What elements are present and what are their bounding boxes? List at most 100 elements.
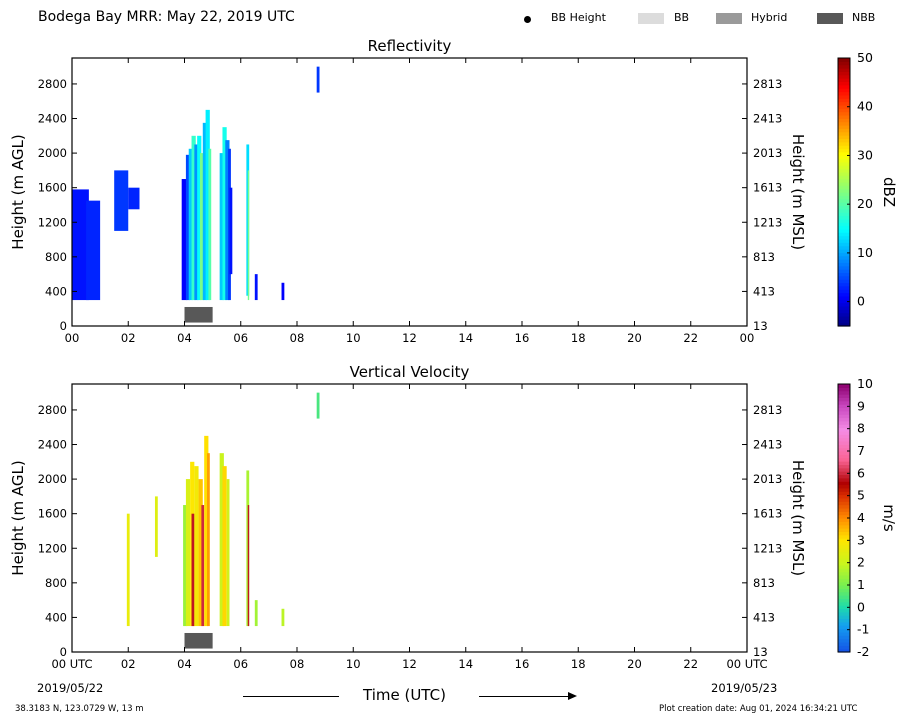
colorbar-segment-1-34 <box>838 534 850 539</box>
colorbar-segment-0-2 <box>838 315 850 320</box>
y-axis-title-right-0: Height (m MSL) <box>789 134 807 250</box>
colorbar-segment-1-23 <box>838 571 850 576</box>
colorbar-segment-0-32 <box>838 215 850 220</box>
y-tick-label-0-0: 0 <box>60 319 67 333</box>
colorbar-segment-0-4 <box>838 309 850 314</box>
x-tick-label-1-10: 20 <box>627 657 642 671</box>
colorbar-segment-0-0 <box>838 322 850 327</box>
colorbar-tick-label-1-9: 7 <box>857 443 865 458</box>
colorbar-segment-0-49 <box>838 158 850 163</box>
colorbar-segment-0-34 <box>838 208 850 213</box>
data-band-1-16 <box>254 600 258 627</box>
x-tick-label-0-0: 00 <box>65 331 80 345</box>
data-band-1-2 <box>183 505 188 627</box>
y-tick-label-right-0-1: 413 <box>753 284 775 298</box>
colorbar-tick-label-0-1: 10 <box>857 245 873 260</box>
legend-label-bb-height: BB Height <box>551 11 606 24</box>
x-tick-label-1-11: 22 <box>683 657 698 671</box>
colorbar-segment-1-10 <box>838 615 850 620</box>
legend-label-bb: BB <box>674 11 690 24</box>
colorbar-segment-0-70 <box>838 88 850 93</box>
time-arrow-head <box>568 692 577 700</box>
colorbar-segment-1-70 <box>838 414 850 419</box>
colorbar-segment-0-13 <box>838 279 850 284</box>
data-band-1-7 <box>198 479 203 627</box>
y-tick-label-1-6: 2400 <box>38 438 67 452</box>
colorbar-segment-1-55 <box>838 464 850 469</box>
colorbar-segment-1-11 <box>838 611 850 616</box>
panel-title-1: Vertical Velocity <box>350 363 470 381</box>
x-tick-label-1-0: 00 UTC <box>51 657 92 671</box>
colorbar-segment-1-63 <box>838 437 850 442</box>
colorbar-segment-0-38 <box>838 195 850 200</box>
y-tick-label-right-0-4: 1613 <box>753 181 782 195</box>
x-tick-label-0-12: 00 <box>740 331 755 345</box>
colorbar-segment-0-7 <box>838 299 850 304</box>
data-band-0-12 <box>205 109 210 301</box>
x-tick-label-0-4: 08 <box>290 331 305 345</box>
y-axis-title-right-1: Height (m MSL) <box>789 460 807 576</box>
colorbar-segment-1-68 <box>838 420 850 425</box>
colorbar-segment-1-22 <box>838 574 850 579</box>
colorbar-segment-0-1 <box>838 319 850 324</box>
colorbar-segment-1-14 <box>838 601 850 606</box>
colorbar-segment-1-5 <box>838 631 850 636</box>
data-band-1-5 <box>191 513 195 627</box>
y-tick-label-0-1: 400 <box>45 284 67 298</box>
colorbar-segment-1-60 <box>838 447 850 452</box>
colorbar-segment-1-39 <box>838 518 850 522</box>
colorbar-segment-0-33 <box>838 212 850 217</box>
y-tick-label-1-0: 0 <box>60 645 67 659</box>
x-tick-label-1-8: 16 <box>515 657 530 671</box>
data-band-0-4 <box>181 179 188 301</box>
x-axis-title: Time (UTC) <box>363 686 446 704</box>
colorbar-segment-1-45 <box>838 497 850 502</box>
data-band-0-14 <box>219 153 224 301</box>
x-tick-label-0-9: 18 <box>571 331 586 345</box>
page-title: Bodega Bay MRR: May 22, 2019 UTC <box>38 9 295 25</box>
x-tick-label-0-2: 04 <box>177 331 192 345</box>
colorbar-segment-1-30 <box>838 548 850 553</box>
colorbar-segment-0-50 <box>838 155 850 160</box>
colorbar-segment-0-36 <box>838 202 850 206</box>
data-band-0-7 <box>191 135 196 301</box>
data-band-0-22 <box>281 282 285 301</box>
nbb-marker-1 <box>184 632 213 649</box>
colorbar-segment-1-69 <box>838 417 850 422</box>
colorbar-segment-0-8 <box>838 295 850 300</box>
colorbar-segment-0-68 <box>838 94 850 99</box>
colorbar-segment-0-42 <box>838 181 850 186</box>
data-band-0-6 <box>188 148 193 301</box>
colorbar-segment-1-46 <box>838 494 850 499</box>
data-band-0-16 <box>225 140 230 301</box>
y-tick-label-right-0-2: 813 <box>753 250 775 264</box>
colorbar-tick-label-1-8: 6 <box>857 465 865 480</box>
colorbar-tick-label-0-0: 0 <box>857 294 865 309</box>
colorbar-segment-0-16 <box>838 269 850 273</box>
colorbar-segment-0-60 <box>838 121 850 126</box>
colorbar-segment-1-35 <box>838 531 850 536</box>
colorbar-segment-0-35 <box>838 205 850 210</box>
x-tick-label-0-1: 02 <box>121 331 136 345</box>
colorbar-segment-0-25 <box>838 238 850 243</box>
colorbar-tick-label-1-0: -2 <box>857 644 869 659</box>
y-tick-label-1-5: 2000 <box>38 472 67 486</box>
colorbar-segment-1-48 <box>838 487 850 492</box>
colorbar-segment-1-79 <box>838 384 850 388</box>
colorbar-segment-0-12 <box>838 282 850 287</box>
colorbar-segment-1-51 <box>838 477 850 482</box>
data-band-1-0 <box>126 513 130 627</box>
colorbar-segment-0-37 <box>838 198 850 203</box>
data-band-1-15 <box>247 505 250 627</box>
colorbar-tick-label-1-10: 8 <box>857 421 865 436</box>
colorbar-segment-0-55 <box>838 138 850 143</box>
data-band-0-9 <box>197 135 202 301</box>
colorbar-segment-0-44 <box>838 175 850 180</box>
data-band-0-3 <box>128 187 140 210</box>
colorbar-segment-1-49 <box>838 484 850 489</box>
y-tick-label-right-1-6: 2413 <box>753 438 782 452</box>
x-tick-label-1-3: 06 <box>233 657 248 671</box>
colorbar-tick-label-1-3: 1 <box>857 577 865 592</box>
station-location: 38.3183 N, 123.0729 W, 13 m <box>15 704 144 714</box>
colorbar-segment-1-33 <box>838 538 850 543</box>
